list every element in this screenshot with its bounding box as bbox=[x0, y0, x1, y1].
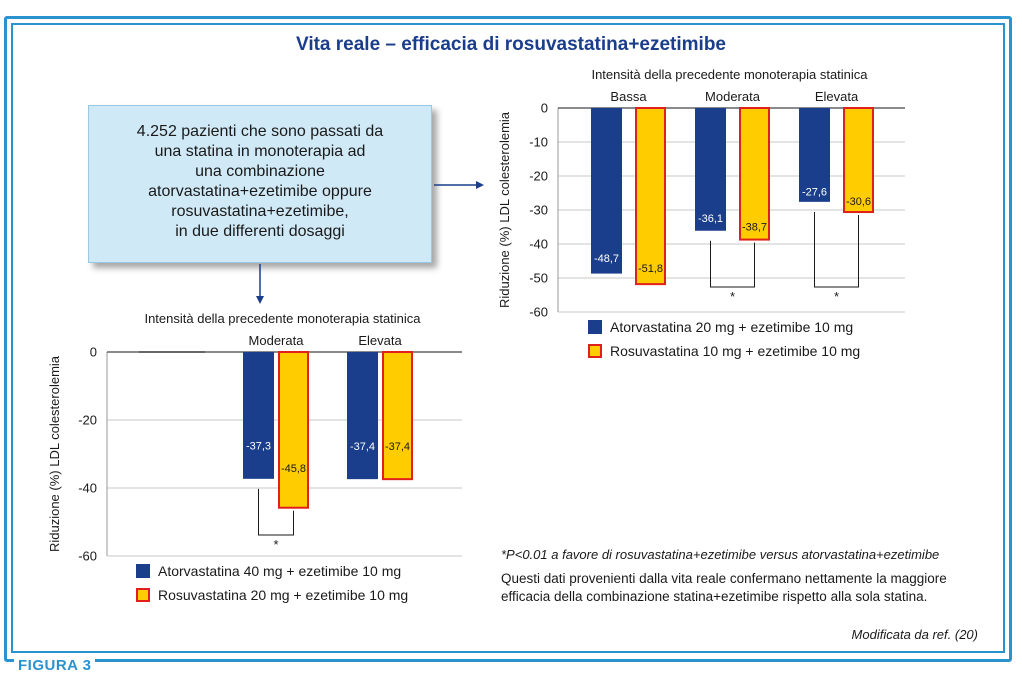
value-label-series-a: -27,6 bbox=[802, 186, 827, 198]
value-label-series-a: -36,1 bbox=[698, 213, 723, 225]
figure-frame-outer bbox=[4, 16, 1012, 662]
bar-series-b bbox=[843, 107, 874, 214]
bar-series-a bbox=[799, 108, 830, 202]
chart-supertitle: Intensità della precedente monoterapia s… bbox=[144, 311, 421, 326]
significance-star: * bbox=[273, 537, 278, 552]
significance-star: * bbox=[730, 289, 735, 304]
significance-footnote: *P<0.01 a favore di rosuvastatina+ezetim… bbox=[501, 547, 940, 562]
category-label: Elevata bbox=[358, 333, 402, 348]
legend-swatch-series-a bbox=[588, 320, 602, 334]
category-label: Bassa bbox=[610, 89, 647, 104]
value-label-series-b: -51,8 bbox=[638, 263, 663, 275]
legend-label: Rosuvastatina 20 mg + ezetimibe 10 mg bbox=[158, 587, 408, 603]
figure-label: FIGURA 3 bbox=[14, 657, 96, 674]
info-line: rosuvastatina+ezetimibe, bbox=[171, 203, 349, 220]
value-label-series-a: -37,4 bbox=[350, 441, 375, 453]
y-tick-label: -60 bbox=[78, 549, 97, 564]
value-label-series-b: -30,6 bbox=[846, 196, 871, 208]
figure-title: Vita reale – efficacia di rosuvastatina+… bbox=[296, 34, 726, 55]
category-label: Moderata bbox=[249, 333, 305, 348]
legend-label: Rosuvastatina 10 mg + ezetimibe 10 mg bbox=[610, 343, 860, 359]
y-tick-label: -60 bbox=[529, 305, 548, 320]
value-label-series-b: -45,8 bbox=[281, 463, 306, 475]
bar-series-a bbox=[347, 352, 378, 480]
legend-label: Atorvastatina 20 mg + ezetimibe 10 mg bbox=[610, 319, 853, 335]
y-tick-label: -20 bbox=[529, 169, 548, 184]
legend-swatch-series-b bbox=[588, 344, 602, 358]
bar-chart-2: 0 -20 -40 -60 Intensità della precedente mon… bbox=[47, 311, 462, 603]
y-tick-label: -10 bbox=[529, 135, 548, 150]
significance-bracket bbox=[814, 211, 859, 288]
bar-series-b bbox=[635, 107, 666, 286]
legend-swatch-series-b bbox=[136, 588, 150, 602]
info-line: una statina in monoterapia ad bbox=[154, 143, 366, 160]
y-axis-title: Riduzione (%) LDL colesterolemia bbox=[497, 111, 512, 308]
bar-series-a bbox=[591, 108, 622, 274]
source-reference: Modificata da ref. (20) bbox=[851, 627, 978, 642]
legend-swatch-series-a bbox=[136, 564, 150, 578]
value-label-series-b: -37,4 bbox=[385, 441, 410, 453]
y-tick-label: -30 bbox=[529, 203, 548, 218]
info-line: atorvastatina+ezetimibe oppure bbox=[148, 183, 372, 200]
chart-layer: 0 -10 -20 -30 -40 -50 -60 Intensità della prece… bbox=[47, 67, 905, 603]
bar-series-a bbox=[243, 352, 274, 479]
bar-chart-1: 0 -10 -20 -30 -40 -50 -60 Intensità della prece… bbox=[497, 67, 905, 359]
category-label: Elevata bbox=[815, 89, 859, 104]
study-info-box: 4.252 pazienti che sono passati da una s… bbox=[88, 105, 432, 263]
significance-bracket bbox=[258, 488, 294, 536]
y-tick-label: 0 bbox=[90, 345, 97, 360]
value-label-series-a: -48,7 bbox=[594, 253, 619, 265]
value-label-series-b: -38,7 bbox=[742, 221, 767, 233]
summary-text: Questi dati provenienti dalla vita reale… bbox=[501, 571, 947, 604]
bar-series-a bbox=[695, 108, 726, 231]
y-tick-label: -50 bbox=[529, 271, 548, 286]
category-label: Moderata bbox=[705, 89, 761, 104]
chart-supertitle: Intensità della precedente monoterapia s… bbox=[591, 67, 868, 82]
bar-series-b bbox=[278, 351, 309, 509]
significance-bracket bbox=[710, 240, 755, 288]
info-line: una combinazione bbox=[195, 163, 325, 180]
bar-series-b bbox=[382, 351, 413, 481]
info-line: 4.252 pazienti che sono passati da bbox=[136, 123, 384, 140]
y-tick-label: -20 bbox=[78, 413, 97, 428]
value-label-series-a: -37,3 bbox=[246, 441, 271, 453]
y-tick-label: -40 bbox=[529, 237, 548, 252]
bar-series-b bbox=[739, 107, 770, 241]
y-tick-label: -40 bbox=[78, 481, 97, 496]
info-line: in due differenti dosaggi bbox=[175, 223, 345, 240]
y-tick-label: 0 bbox=[541, 101, 548, 116]
figure-frame-inner bbox=[11, 23, 1005, 653]
y-axis-title: Riduzione (%) LDL colesterolemia bbox=[47, 355, 62, 552]
legend-label: Atorvastatina 40 mg + ezetimibe 10 mg bbox=[158, 563, 401, 579]
significance-star: * bbox=[834, 289, 839, 304]
